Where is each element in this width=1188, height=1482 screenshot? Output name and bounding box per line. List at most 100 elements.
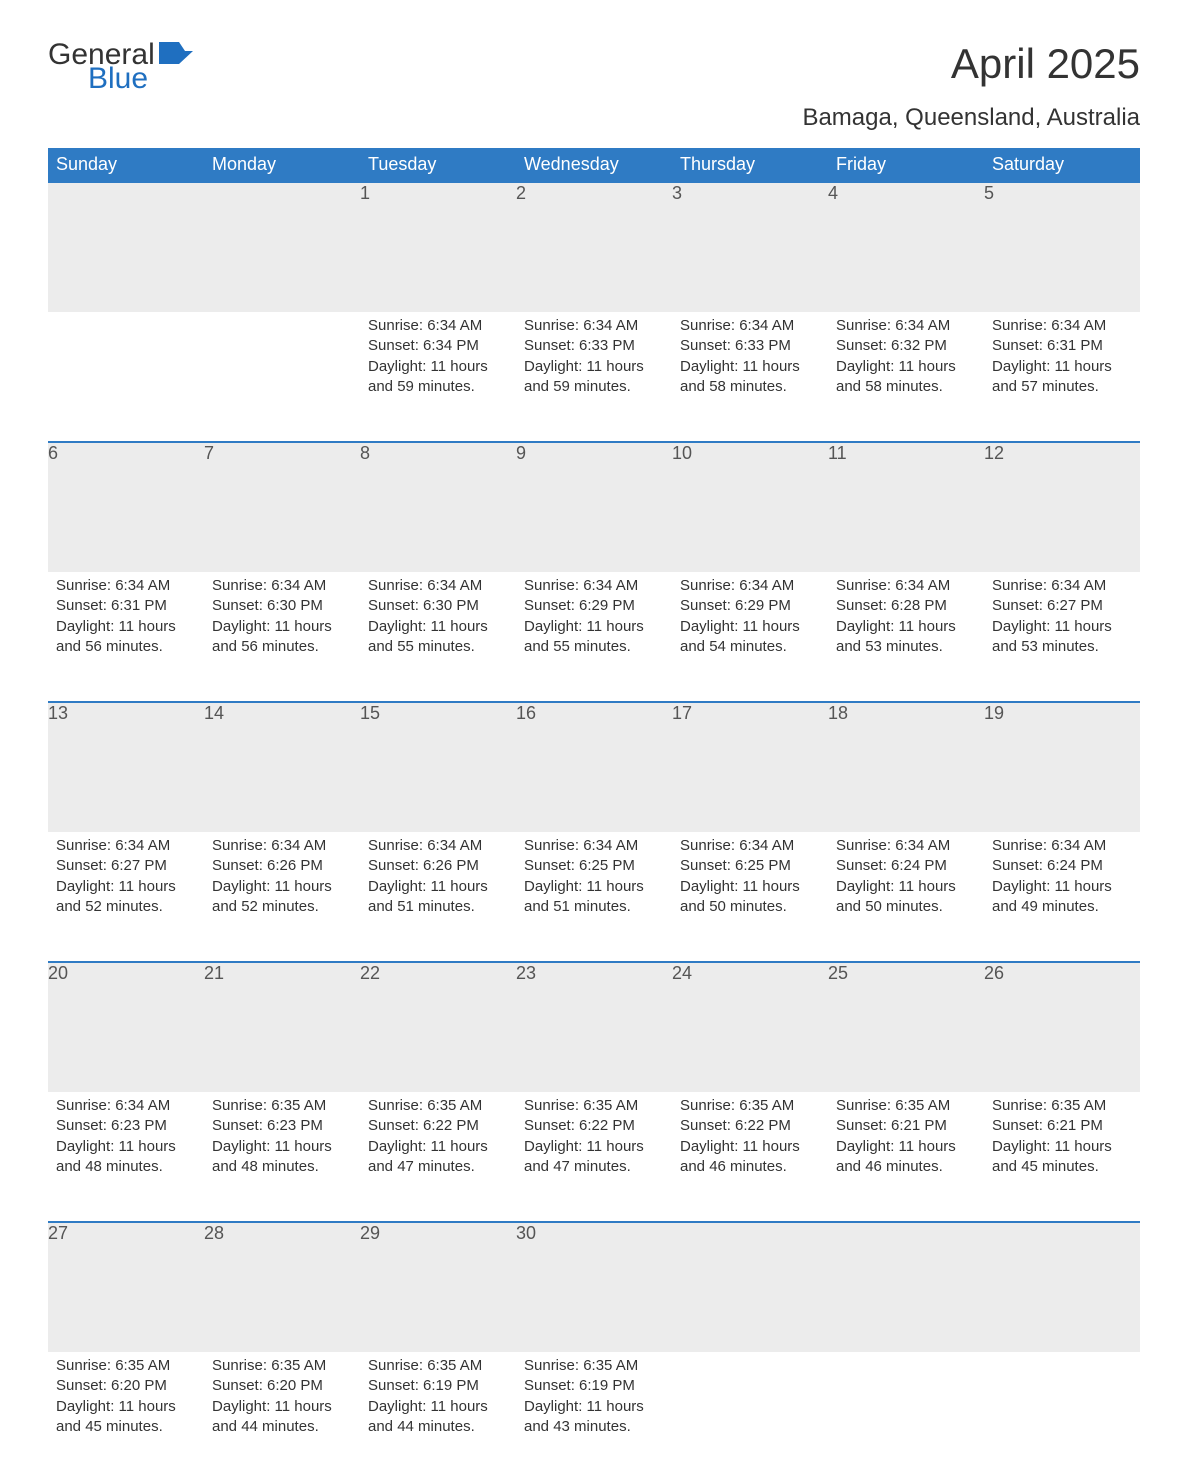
sunrise-text: Sunrise: 6:34 AM [368,836,508,856]
daylight-text: Daylight: 11 hours and 56 minutes. [212,617,352,658]
day-cell: Sunrise: 6:34 AMSunset: 6:24 PMDaylight:… [984,832,1140,962]
day-cell [204,312,360,442]
week-content-row: Sunrise: 6:35 AMSunset: 6:20 PMDaylight:… [48,1352,1140,1482]
sunrise-text: Sunrise: 6:34 AM [680,836,820,856]
daylight-text: Daylight: 11 hours and 45 minutes. [56,1397,196,1438]
daylight-text: Daylight: 11 hours and 46 minutes. [680,1137,820,1178]
sunrise-text: Sunrise: 6:34 AM [680,576,820,596]
day-number-cell: 4 [828,182,984,312]
day-content: Sunrise: 6:35 AMSunset: 6:21 PMDaylight:… [828,1092,984,1187]
week-daynum-row: 27282930 [48,1222,1140,1352]
sunrise-text: Sunrise: 6:34 AM [368,316,508,336]
week-daynum-row: 20212223242526 [48,962,1140,1092]
column-header: Thursday [672,148,828,182]
sunset-text: Sunset: 6:24 PM [992,856,1132,876]
daylight-text: Daylight: 11 hours and 47 minutes. [368,1137,508,1178]
day-content: Sunrise: 6:34 AMSunset: 6:25 PMDaylight:… [516,832,672,927]
day-cell: Sunrise: 6:34 AMSunset: 6:23 PMDaylight:… [48,1092,204,1222]
daylight-text: Daylight: 11 hours and 50 minutes. [680,877,820,918]
daylight-text: Daylight: 11 hours and 44 minutes. [368,1397,508,1438]
sunset-text: Sunset: 6:24 PM [836,856,976,876]
day-number-cell: 5 [984,182,1140,312]
sunrise-text: Sunrise: 6:34 AM [524,576,664,596]
sunset-text: Sunset: 6:33 PM [524,336,664,356]
day-number-cell: 15 [360,702,516,832]
day-cell: Sunrise: 6:35 AMSunset: 6:22 PMDaylight:… [360,1092,516,1222]
day-cell: Sunrise: 6:35 AMSunset: 6:19 PMDaylight:… [516,1352,672,1482]
sunrise-text: Sunrise: 6:34 AM [836,836,976,856]
sunrise-text: Sunrise: 6:35 AM [524,1096,664,1116]
week-daynum-row: 6789101112 [48,442,1140,572]
day-cell: Sunrise: 6:34 AMSunset: 6:29 PMDaylight:… [516,572,672,702]
daylight-text: Daylight: 11 hours and 44 minutes. [212,1397,352,1438]
day-cell [672,1352,828,1482]
daylight-text: Daylight: 11 hours and 56 minutes. [56,617,196,658]
sunset-text: Sunset: 6:30 PM [368,596,508,616]
day-number-cell: 28 [204,1222,360,1352]
day-number-cell: 18 [828,702,984,832]
sunset-text: Sunset: 6:33 PM [680,336,820,356]
day-content: Sunrise: 6:34 AMSunset: 6:33 PMDaylight:… [672,312,828,407]
sunset-text: Sunset: 6:27 PM [992,596,1132,616]
daylight-text: Daylight: 11 hours and 58 minutes. [836,357,976,398]
column-header: Wednesday [516,148,672,182]
day-content: Sunrise: 6:34 AMSunset: 6:26 PMDaylight:… [204,832,360,927]
daylight-text: Daylight: 11 hours and 49 minutes. [992,877,1132,918]
sunrise-text: Sunrise: 6:35 AM [56,1356,196,1376]
sunrise-text: Sunrise: 6:34 AM [56,576,196,596]
column-header: Monday [204,148,360,182]
day-content: Sunrise: 6:34 AMSunset: 6:28 PMDaylight:… [828,572,984,667]
day-content: Sunrise: 6:35 AMSunset: 6:22 PMDaylight:… [360,1092,516,1187]
day-cell: Sunrise: 6:35 AMSunset: 6:19 PMDaylight:… [360,1352,516,1482]
sunrise-text: Sunrise: 6:35 AM [680,1096,820,1116]
day-cell: Sunrise: 6:35 AMSunset: 6:20 PMDaylight:… [48,1352,204,1482]
day-number-cell: 26 [984,962,1140,1092]
day-cell: Sunrise: 6:34 AMSunset: 6:28 PMDaylight:… [828,572,984,702]
sunset-text: Sunset: 6:25 PM [680,856,820,876]
sunset-text: Sunset: 6:19 PM [524,1376,664,1396]
daylight-text: Daylight: 11 hours and 51 minutes. [524,877,664,918]
daylight-text: Daylight: 11 hours and 58 minutes. [680,357,820,398]
day-cell: Sunrise: 6:35 AMSunset: 6:21 PMDaylight:… [984,1092,1140,1222]
daylight-text: Daylight: 11 hours and 46 minutes. [836,1137,976,1178]
day-content: Sunrise: 6:35 AMSunset: 6:22 PMDaylight:… [672,1092,828,1187]
sunrise-text: Sunrise: 6:34 AM [524,316,664,336]
day-content: Sunrise: 6:34 AMSunset: 6:31 PMDaylight:… [984,312,1140,407]
sunset-text: Sunset: 6:25 PM [524,856,664,876]
sunrise-text: Sunrise: 6:34 AM [368,576,508,596]
sunrise-text: Sunrise: 6:35 AM [992,1096,1132,1116]
day-number-cell [672,1222,828,1352]
sunset-text: Sunset: 6:28 PM [836,596,976,616]
daylight-text: Daylight: 11 hours and 53 minutes. [836,617,976,658]
day-content: Sunrise: 6:34 AMSunset: 6:24 PMDaylight:… [828,832,984,927]
day-content: Sunrise: 6:34 AMSunset: 6:23 PMDaylight:… [48,1092,204,1187]
day-cell: Sunrise: 6:34 AMSunset: 6:31 PMDaylight:… [984,312,1140,442]
day-number-cell: 9 [516,442,672,572]
sunset-text: Sunset: 6:20 PM [56,1376,196,1396]
day-content: Sunrise: 6:35 AMSunset: 6:20 PMDaylight:… [48,1352,204,1447]
sunrise-text: Sunrise: 6:34 AM [212,836,352,856]
day-number-cell: 21 [204,962,360,1092]
day-number-cell: 16 [516,702,672,832]
day-content: Sunrise: 6:34 AMSunset: 6:33 PMDaylight:… [516,312,672,407]
sunrise-text: Sunrise: 6:34 AM [992,836,1132,856]
day-content: Sunrise: 6:34 AMSunset: 6:26 PMDaylight:… [360,832,516,927]
sunset-text: Sunset: 6:26 PM [212,856,352,876]
sunset-text: Sunset: 6:22 PM [368,1116,508,1136]
daylight-text: Daylight: 11 hours and 55 minutes. [368,617,508,658]
header: General Blue April 2025 Bamaga, Queensla… [48,40,1140,140]
column-header: Saturday [984,148,1140,182]
day-cell: Sunrise: 6:34 AMSunset: 6:30 PMDaylight:… [360,572,516,702]
day-number-cell: 24 [672,962,828,1092]
day-number-cell [828,1222,984,1352]
daylight-text: Daylight: 11 hours and 52 minutes. [212,877,352,918]
day-number-cell: 20 [48,962,204,1092]
daylight-text: Daylight: 11 hours and 48 minutes. [56,1137,196,1178]
sunset-text: Sunset: 6:23 PM [212,1116,352,1136]
day-cell: Sunrise: 6:34 AMSunset: 6:29 PMDaylight:… [672,572,828,702]
day-number-cell: 30 [516,1222,672,1352]
sunrise-text: Sunrise: 6:34 AM [680,316,820,336]
sunrise-text: Sunrise: 6:34 AM [992,576,1132,596]
day-cell: Sunrise: 6:34 AMSunset: 6:27 PMDaylight:… [984,572,1140,702]
day-cell: Sunrise: 6:34 AMSunset: 6:33 PMDaylight:… [516,312,672,442]
